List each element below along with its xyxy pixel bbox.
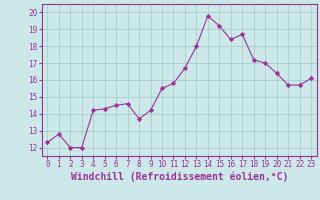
- X-axis label: Windchill (Refroidissement éolien,°C): Windchill (Refroidissement éolien,°C): [70, 172, 288, 182]
